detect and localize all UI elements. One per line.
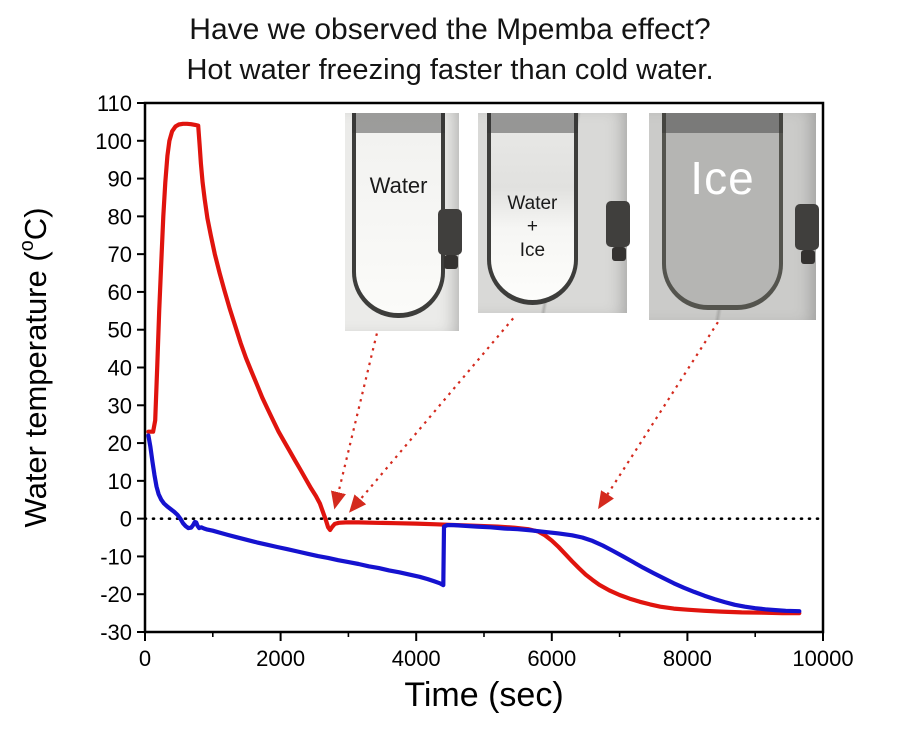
y-axis-title: Water temperature (oC) <box>16 207 53 527</box>
y-axis-tick-label: 80 <box>108 204 132 229</box>
inset-label-ice: Ice <box>690 152 755 205</box>
figure-title: Have we observed the Mpemba effect? Hot … <box>0 10 900 90</box>
clamp-icon <box>795 204 819 265</box>
tube-rim <box>662 113 783 133</box>
inset-photo-water: Water <box>345 113 462 331</box>
x-axis-tick-label: 8000 <box>663 646 712 671</box>
inset-photo-ice: Ice <box>649 113 819 320</box>
y-axis-tick-label: -20 <box>100 582 132 607</box>
inset-label-water: Water <box>369 173 428 198</box>
x-axis-tick-label: 10000 <box>792 646 853 671</box>
clamp-icon <box>438 208 462 269</box>
inset-label-water-ice: Water + Ice <box>491 192 574 263</box>
y-axis-tick-label: 90 <box>108 167 132 192</box>
annotation-arrow <box>330 333 378 510</box>
y-axis-tick-label: 40 <box>108 356 132 381</box>
series-hot-water <box>146 121 802 616</box>
tube-rim <box>486 113 578 133</box>
y-axis-tick-label: -30 <box>100 620 132 645</box>
y-axis-tick-label: 50 <box>108 318 132 343</box>
inset-label-water-ice-line2: + <box>526 216 538 238</box>
y-axis-tick-label: 20 <box>108 431 132 456</box>
inset-label-water-ice-line1: Water <box>507 192 558 214</box>
annotation-arrow <box>349 317 514 513</box>
y-axis-tick-label: 10 <box>108 469 132 494</box>
y-axis-tick-label: 30 <box>108 393 132 418</box>
y-axis-tick-label: 100 <box>95 129 132 154</box>
test-tube-water-ice-icon: Water + Ice <box>486 113 578 305</box>
tube-rim <box>351 113 446 133</box>
x-axis-tick-label: 0 <box>139 646 151 671</box>
x-axis-title: Time (sec) <box>404 676 563 714</box>
y-axis-tick-label: 110 <box>97 91 132 116</box>
y-axis-tick-label: -10 <box>100 544 132 569</box>
clamp-icon <box>606 201 630 261</box>
test-tube-ice-icon: Ice <box>662 113 783 310</box>
annotation-arrow <box>598 321 719 510</box>
title-line-1: Have we observed the Mpemba effect? <box>189 13 711 46</box>
inset-label-water-ice-line3: Ice <box>519 240 546 262</box>
inset-photo-water-ice: Water + Ice <box>478 113 630 313</box>
series-cold-water <box>146 433 802 614</box>
title-line-2: Hot water freezing faster than cold wate… <box>186 53 714 86</box>
test-tube-water-icon: Water <box>351 113 446 318</box>
y-axis-tick-label: 60 <box>108 280 132 305</box>
x-axis-tick-label: 4000 <box>392 646 441 671</box>
x-axis-tick-label: 6000 <box>527 646 576 671</box>
y-axis-tick-label: 0 <box>120 507 132 532</box>
y-axis-tick-label: 70 <box>108 242 132 267</box>
x-axis-tick-label: 2000 <box>256 646 305 671</box>
